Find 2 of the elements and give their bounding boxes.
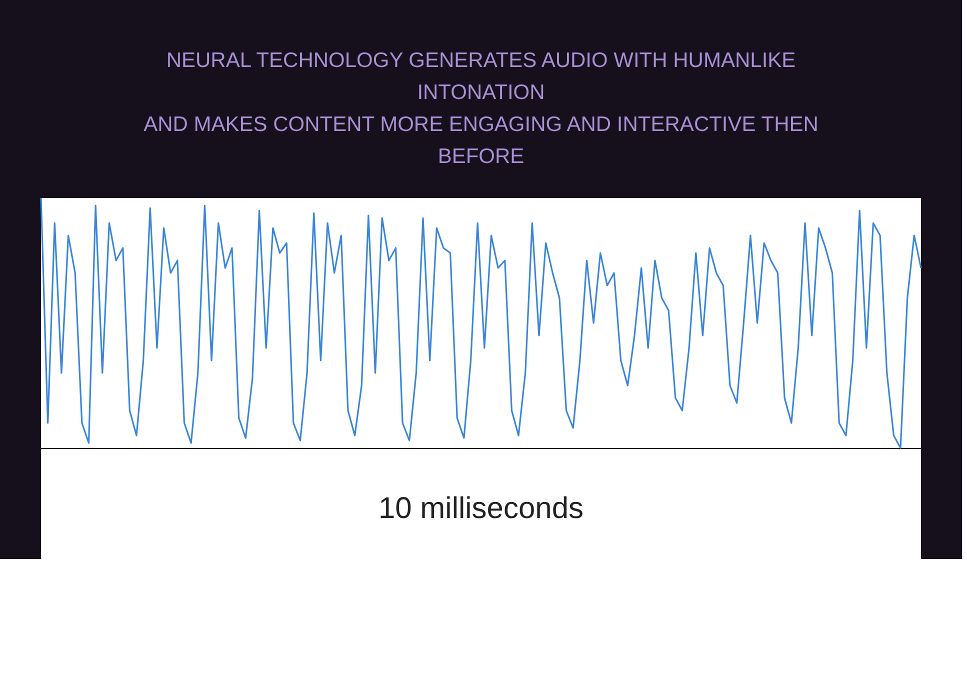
x-axis-title: 10 milliseconds <box>378 492 584 525</box>
chart-title: NEURAL TECHNOLOGY GENERATES AUDIO WITH HUMANLIKE INTONATION AND MAKES CONTENT MORE ENGAGING AND INTERACTIVE THEN BEFORE <box>144 49 818 168</box>
